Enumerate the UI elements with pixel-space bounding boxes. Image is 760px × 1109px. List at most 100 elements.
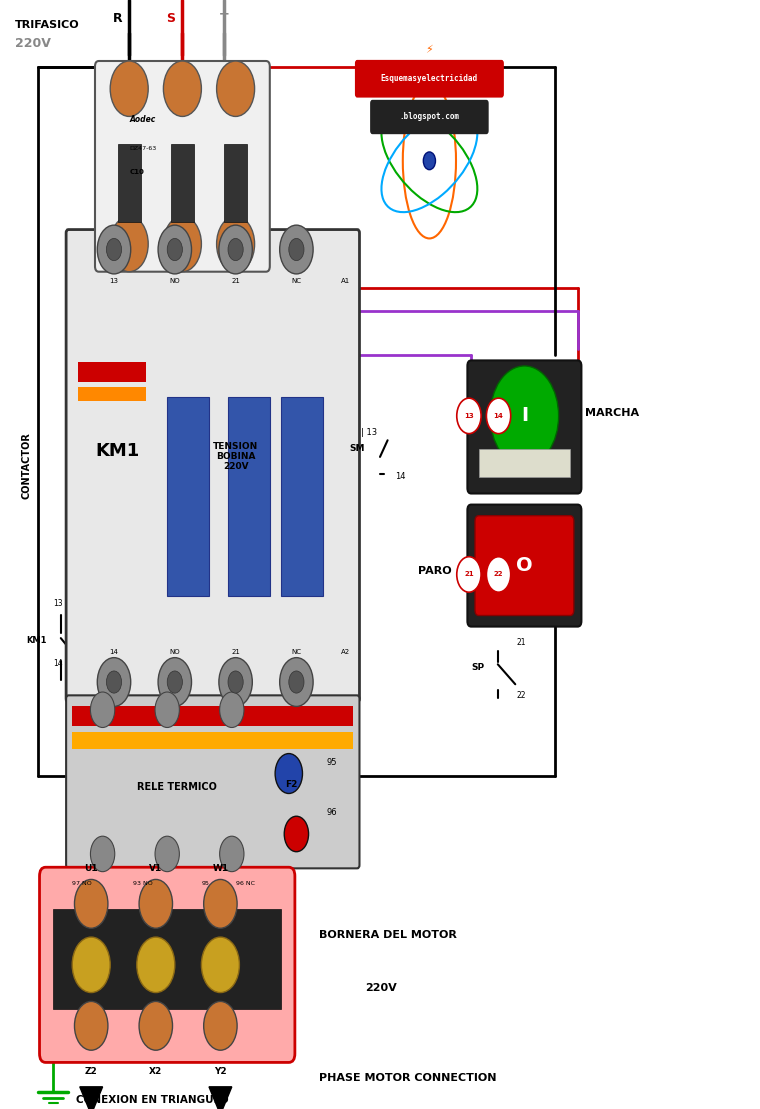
Circle shape — [486, 557, 511, 592]
Circle shape — [139, 879, 173, 928]
Text: Esquemasyelectricidad: Esquemasyelectricidad — [381, 74, 478, 83]
Polygon shape — [80, 1087, 103, 1109]
Text: 14: 14 — [53, 659, 63, 668]
Text: 97 NO: 97 NO — [72, 881, 92, 886]
Text: S: S — [166, 12, 176, 26]
FancyBboxPatch shape — [40, 867, 295, 1062]
Circle shape — [228, 671, 243, 693]
Circle shape — [158, 225, 192, 274]
Text: 21: 21 — [231, 649, 240, 655]
Text: NC: NC — [291, 277, 302, 284]
Text: .blogspot.com: .blogspot.com — [399, 112, 460, 121]
Polygon shape — [209, 1087, 232, 1109]
Text: C10: C10 — [129, 170, 144, 175]
Text: 14: 14 — [109, 649, 119, 655]
Circle shape — [204, 1001, 237, 1050]
Circle shape — [457, 398, 481, 434]
Text: BORNERA DEL MOTOR: BORNERA DEL MOTOR — [319, 930, 457, 940]
Circle shape — [110, 61, 148, 116]
FancyBboxPatch shape — [467, 360, 581, 494]
Circle shape — [204, 879, 237, 928]
Circle shape — [90, 836, 115, 872]
Text: R: R — [113, 12, 122, 26]
Bar — [479, 449, 570, 477]
Circle shape — [90, 692, 115, 728]
Text: 21: 21 — [231, 277, 240, 284]
Circle shape — [163, 216, 201, 272]
Bar — [224, 144, 247, 222]
Text: 21: 21 — [517, 639, 527, 648]
Bar — [72, 706, 353, 726]
Text: TENSION
BOBINA
220V: TENSION BOBINA 220V — [213, 441, 258, 471]
Text: A1: A1 — [341, 277, 350, 284]
Text: CONTACTOR: CONTACTOR — [21, 433, 32, 499]
Circle shape — [490, 366, 559, 466]
Text: NC: NC — [291, 649, 302, 655]
Circle shape — [74, 879, 108, 928]
Circle shape — [217, 61, 255, 116]
Circle shape — [106, 238, 122, 261]
Circle shape — [201, 937, 239, 993]
Text: 21: 21 — [464, 571, 473, 578]
Circle shape — [137, 937, 175, 993]
Text: 96 NC: 96 NC — [236, 881, 255, 886]
Text: Aodec: Aodec — [129, 115, 156, 124]
Bar — [72, 732, 353, 749]
Text: TRIFASICO: TRIFASICO — [15, 20, 80, 30]
Text: 13: 13 — [109, 277, 119, 284]
Text: 13: 13 — [464, 413, 473, 419]
Text: V1: V1 — [149, 864, 163, 873]
Bar — [228, 397, 270, 597]
Text: 95: 95 — [327, 759, 337, 767]
Text: SM: SM — [350, 445, 365, 454]
FancyBboxPatch shape — [355, 60, 504, 98]
Bar — [118, 144, 141, 222]
Text: U1: U1 — [84, 864, 98, 873]
Circle shape — [284, 816, 309, 852]
Text: X2: X2 — [149, 1067, 163, 1076]
Circle shape — [275, 754, 302, 794]
Text: 13: 13 — [53, 599, 63, 608]
Bar — [167, 397, 209, 597]
Circle shape — [289, 671, 304, 693]
Text: T: T — [220, 12, 229, 26]
Text: PHASE MOTOR CONNECTION: PHASE MOTOR CONNECTION — [319, 1074, 497, 1083]
Text: I: I — [521, 406, 528, 426]
Text: PARO: PARO — [418, 567, 451, 577]
Text: ⚡: ⚡ — [426, 44, 433, 55]
Text: Y2: Y2 — [214, 1067, 226, 1076]
Text: DZ47-63: DZ47-63 — [129, 146, 157, 152]
Circle shape — [155, 836, 179, 872]
Circle shape — [220, 836, 244, 872]
Text: 220V: 220V — [365, 984, 397, 994]
Text: KM1: KM1 — [27, 635, 47, 644]
Circle shape — [110, 216, 148, 272]
Text: 22: 22 — [494, 571, 503, 578]
FancyBboxPatch shape — [467, 505, 581, 627]
Circle shape — [423, 152, 435, 170]
Circle shape — [139, 1001, 173, 1050]
Text: KM1: KM1 — [95, 442, 139, 460]
Text: | 13: | 13 — [361, 428, 377, 437]
Circle shape — [220, 692, 244, 728]
Text: 22: 22 — [517, 691, 527, 700]
Circle shape — [228, 238, 243, 261]
FancyBboxPatch shape — [66, 695, 359, 868]
Circle shape — [280, 225, 313, 274]
Circle shape — [158, 658, 192, 706]
Bar — [171, 144, 194, 222]
Text: 220V: 220V — [15, 37, 51, 50]
Text: Z2: Z2 — [85, 1067, 97, 1076]
Circle shape — [163, 61, 201, 116]
Text: SP: SP — [471, 663, 484, 672]
Circle shape — [97, 658, 131, 706]
FancyBboxPatch shape — [475, 516, 574, 615]
Circle shape — [167, 238, 182, 261]
Text: 95: 95 — [201, 881, 209, 886]
Text: F2: F2 — [285, 781, 297, 790]
Bar — [281, 397, 323, 597]
Circle shape — [217, 216, 255, 272]
Circle shape — [155, 692, 179, 728]
Text: O: O — [516, 556, 533, 576]
Circle shape — [219, 658, 252, 706]
